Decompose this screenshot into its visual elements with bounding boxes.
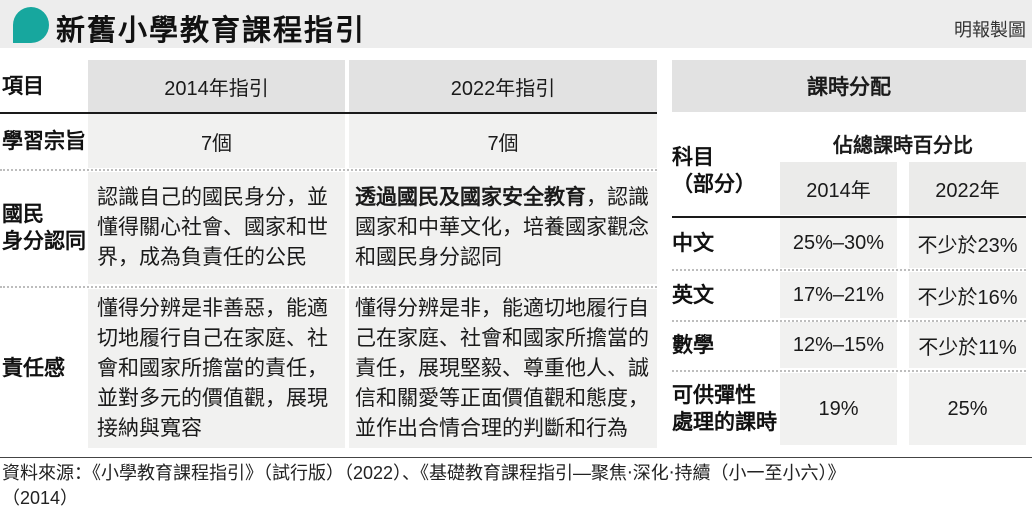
left-table-header-2022: 2022年指引 <box>349 60 657 112</box>
chinese-2022-cell: 不少於23% <box>909 218 1026 268</box>
responsibility-2014-cell: 懂得分辨是非善惡，能適切地履行自己在家庭、社會和國家所擔當的責任，並對多元的價值… <box>88 289 345 448</box>
national-identity-2022-text: 透過國民及國家安全教育，認識國家和中華文化，培養國家觀念和國民身分認同 <box>355 183 651 273</box>
learning-goals-2022-cell: 7個 <box>349 114 657 168</box>
left-table-separator-2 <box>0 286 657 288</box>
right-table-separator-2 <box>672 320 1026 322</box>
speech-bubble-icon <box>13 7 49 43</box>
percent-of-total-header: 佔總課時百分比 <box>833 134 973 157</box>
year-header-2022: 2022年 <box>909 162 1026 215</box>
responsibility-2022-text: 懂得分辨是非，能適切地履行自己在家庭、社會和國家所擔當的責任，展現堅毅、尊重他人… <box>355 296 649 440</box>
english-2014-cell: 17%–21% <box>780 272 897 318</box>
page-title: 新舊小學教育課程指引 <box>56 15 367 47</box>
left-table-separator-1 <box>0 169 657 171</box>
left-table-header-2014: 2014年指引 <box>88 60 345 112</box>
row-label-learning-goals: 學習宗旨 <box>2 129 86 153</box>
right-table-header-rule <box>672 216 1026 218</box>
left-table-header-item: 項目 <box>2 74 44 98</box>
year-header-2014: 2014年 <box>780 162 897 215</box>
title-band <box>0 0 1032 48</box>
national-identity-2022-bold: 透過國民及國家安全教育 <box>355 186 586 209</box>
flexible-time-2022-cell: 25% <box>909 373 1026 445</box>
subject-header: 科目 （部分） <box>672 146 756 196</box>
row-label-responsibility: 責任感 <box>2 357 65 380</box>
responsibility-2022-cell: 懂得分辨是非，能適切地履行自己在家庭、社會和國家所擔當的責任，展現堅毅、尊重他人… <box>349 289 657 448</box>
row-label-flexible-time: 可供彈性 處理的課時 <box>672 384 777 434</box>
responsibility-2014-text: 懂得分辨是非善惡，能適切地履行自己在家庭、社會和國家所擔當的責任，並對多元的價值… <box>97 296 328 440</box>
national-identity-2014-cell: 認識自己的國民身分，並懂得關心社會、國家和世界，成為負責任的公民 <box>88 172 345 284</box>
row-label-maths: 數學 <box>672 333 714 357</box>
row-label-chinese: 中文 <box>672 231 714 255</box>
right-table-separator-3 <box>672 370 1026 372</box>
right-table-title: 課時分配 <box>672 60 1026 112</box>
maths-2022-cell: 不少於11% <box>909 322 1026 368</box>
row-label-english: 英文 <box>672 283 714 307</box>
chinese-2014-cell: 25%–30% <box>780 218 897 268</box>
maths-2014-cell: 12%–15% <box>780 322 897 368</box>
learning-goals-2014-cell: 7個 <box>88 114 345 168</box>
national-identity-2022-cell: 透過國民及國家安全教育，認識國家和中華文化，培養國家觀念和國民身分認同 <box>349 172 657 284</box>
national-identity-2014-text: 認識自己的國民身分，並懂得關心社會、國家和世界，成為負責任的公民 <box>97 186 328 269</box>
english-2022-cell: 不少於16% <box>909 272 1026 318</box>
national-identity-2022-rest: ，認識國家和中華文化，培養國家觀念和國民身分認同 <box>355 186 649 269</box>
left-table-header-rule <box>0 112 657 114</box>
source-note: 資料來源：《小學教育課程指引》（試行版）（2022）、《基礎教育課程指引—聚焦‧… <box>2 463 846 508</box>
flexible-time-2014-cell: 19% <box>780 373 897 445</box>
row-label-national-identity: 國民 身分認同 <box>2 203 86 253</box>
footer-rule <box>0 457 1032 458</box>
right-table-separator-1 <box>672 269 1026 271</box>
credit-label: 明報製圖 <box>954 20 1026 40</box>
